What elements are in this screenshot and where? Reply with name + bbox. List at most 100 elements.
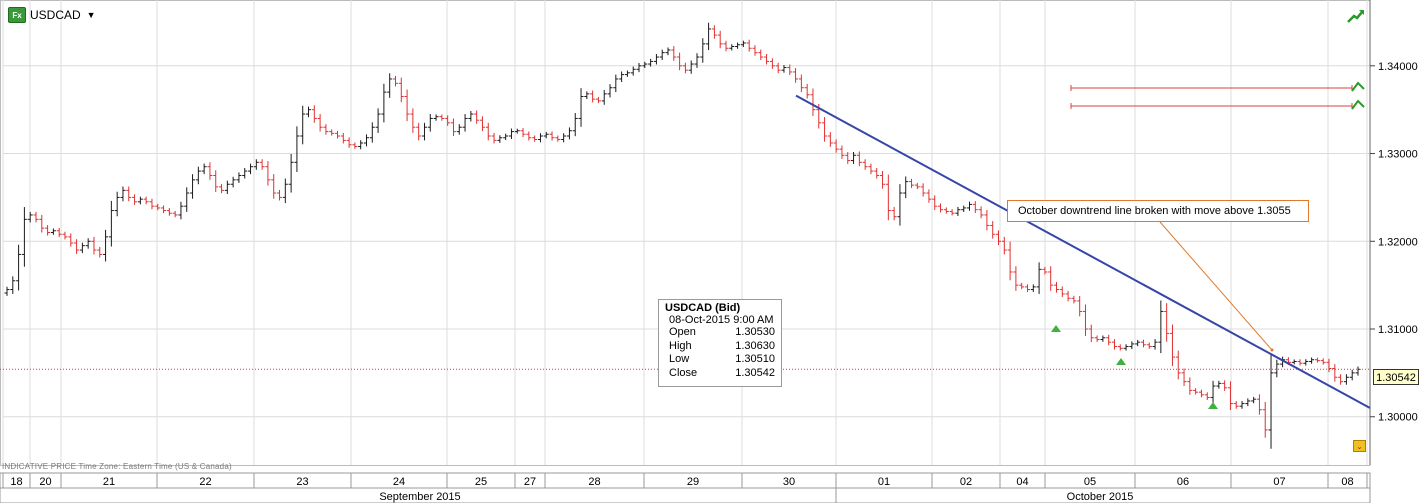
ohlc-bar: [630, 66, 636, 76]
ohlc-bar: [1320, 358, 1326, 365]
ohlc-bar: [445, 115, 451, 126]
ohlc-bar: [769, 58, 775, 69]
ohlc-bar: [474, 110, 480, 124]
ohlc-bar: [387, 73, 393, 98]
ohlc-bar: [746, 39, 752, 52]
ohlc-bar: [851, 151, 857, 164]
ohlc-bar: [1193, 388, 1199, 395]
ohlc-bar: [880, 171, 886, 189]
ohlc-bar: [242, 168, 248, 179]
chevron-down-icon[interactable]: ▼: [86, 10, 96, 20]
info-value: 1.30542: [735, 366, 775, 379]
y-tick-label: 1.30000: [1378, 412, 1418, 424]
ohlc-bar: [1210, 380, 1216, 403]
ohlc-bar: [1088, 324, 1094, 343]
ohlc-bar: [1140, 339, 1146, 348]
ohlc-bar: [74, 239, 80, 254]
ohlc-bar: [874, 168, 880, 179]
ohlc-bar: [897, 184, 903, 226]
ohlc-bar: [595, 96, 601, 104]
info-row-open: Open 1.30530: [659, 326, 781, 340]
ohlc-bar: [97, 246, 103, 258]
ohlc-bar: [491, 132, 497, 144]
trendline-annotation[interactable]: October downtrend line broken with move …: [1007, 200, 1309, 222]
ohlc-bar: [677, 52, 683, 71]
ohlc-bar: [1274, 359, 1280, 378]
ohlc-bar: [932, 195, 938, 211]
month-axis-band: [0, 487, 1371, 503]
ohlc-bar: [1094, 335, 1100, 342]
current-price-tag: 1.30542: [1373, 369, 1419, 385]
day-label: 29: [687, 476, 699, 488]
info-box-datetime: 08-Oct-2015 9:00 AM: [669, 314, 774, 326]
ohlc-bar: [1077, 296, 1083, 317]
ohlc-bar: [1198, 389, 1204, 398]
ohlc-bar: [427, 114, 433, 132]
ohlc-bar: [1268, 354, 1274, 449]
ohlc-bar: [45, 225, 51, 236]
ohlc-bar: [752, 45, 758, 56]
ohlc-bar: [1175, 350, 1181, 380]
ohlc-bar: [839, 145, 845, 159]
ohlc-bar: [132, 194, 138, 205]
ohlc-bar: [300, 105, 306, 145]
ohlc-bar: [984, 210, 990, 231]
ohlc-bar: [137, 196, 143, 205]
ohlc-bar: [219, 184, 225, 194]
ohlc-bar: [775, 62, 781, 74]
y-tick-label: 1.34000: [1378, 61, 1418, 73]
info-label: Open: [669, 326, 696, 338]
ohlc-bar: [787, 64, 793, 76]
ohlc-bar: [1030, 284, 1036, 293]
day-label: 02: [960, 476, 972, 488]
ohlc-bar: [636, 62, 642, 73]
alert-icon[interactable]: ⌄: [1353, 440, 1366, 452]
ohlc-bar: [914, 182, 920, 190]
month-label: September 2015: [379, 491, 460, 503]
ohlc-bar: [1309, 357, 1315, 364]
chart-overlays: [0, 94, 1371, 409]
ohlc-bar: [827, 132, 833, 147]
ohlc-bar: [224, 180, 230, 194]
trend-up-icon[interactable]: [1346, 8, 1366, 24]
day-label: 01: [878, 476, 890, 488]
ohlc-bar: [1042, 266, 1048, 275]
ohlc-bar: [143, 196, 149, 205]
chart-header[interactable]: Fx USDCAD ▼: [8, 7, 96, 23]
ohlc-bar: [195, 166, 201, 185]
ohlc-bar: [1256, 394, 1262, 415]
ohlc-info-box: USDCAD (Bid) 08-Oct-2015 9:00 AM Open 1.3…: [658, 299, 782, 387]
ohlc-bar: [468, 110, 474, 122]
ohlc-bar: [711, 25, 717, 39]
ohlc-bar: [375, 108, 381, 133]
ohlc-bar: [729, 44, 735, 51]
timezone-footnote: INDICATIVE PRICE Time Zone: Eastern Time…: [2, 462, 232, 471]
ohlc-bar: [537, 133, 543, 143]
ohlc-bar: [1013, 266, 1019, 291]
ohlc-bar: [259, 159, 265, 170]
ohlc-bar: [213, 170, 219, 193]
ohlc-bar: [335, 130, 341, 139]
y-tick-label: 1.31000: [1378, 324, 1418, 336]
day-label: 30: [783, 476, 795, 488]
ohlc-bar: [1216, 380, 1222, 389]
day-label: 23: [296, 476, 308, 488]
info-value: 1.30510: [735, 353, 775, 365]
ohlc-bar: [1100, 335, 1106, 342]
symbol-selector[interactable]: USDCAD: [30, 8, 81, 22]
ohlc-bar: [1297, 359, 1303, 366]
ohlc-bar: [497, 135, 503, 143]
ohlc-bar: [833, 139, 839, 153]
ohlc-bar: [624, 70, 630, 77]
ohlc-bar: [659, 49, 665, 61]
day-label: 06: [1177, 476, 1189, 488]
ohlc-bar: [178, 201, 184, 220]
ohlc-bar: [1169, 324, 1175, 366]
info-box-title: USDCAD (Bid): [665, 302, 741, 314]
grid-lines: [0, 0, 1371, 466]
ohlc-bar: [410, 108, 416, 133]
ohlc-bar: [920, 183, 926, 197]
ohlc-bar: [1222, 380, 1228, 391]
ohlc-bar: [392, 75, 398, 87]
